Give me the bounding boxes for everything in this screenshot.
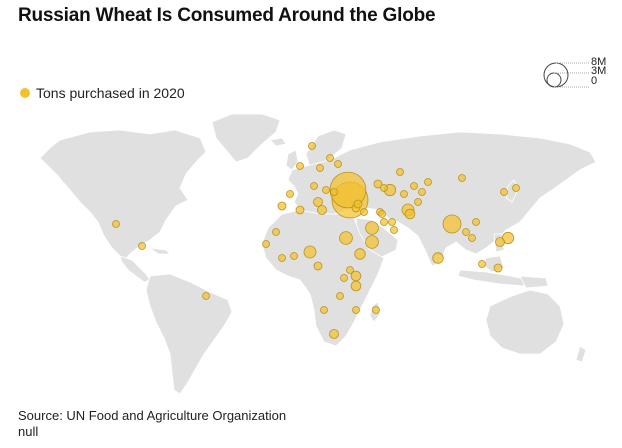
bubble-cote-divoire[interactable]	[278, 254, 286, 262]
bubble-kyrgyzstan[interactable]	[424, 178, 432, 186]
bubble-algeria[interactable]	[295, 205, 305, 215]
source-note: Source: UN Food and Agriculture Organiza…	[18, 408, 286, 440]
bubble-latvia[interactable]	[326, 154, 334, 162]
bubble-italy[interactable]	[310, 182, 318, 190]
land-masses	[39, 113, 597, 395]
bubble-sri-lanka[interactable]	[432, 252, 444, 264]
bubble-sudan[interactable]	[339, 231, 353, 245]
legend-dot	[20, 88, 30, 98]
bubble-uganda[interactable]	[346, 266, 354, 274]
bubble-turkey[interactable]	[329, 171, 367, 209]
bubble-madagascar[interactable]	[372, 306, 380, 314]
bubble-japan[interactable]	[512, 184, 520, 192]
bubble-senegal[interactable]	[262, 240, 270, 248]
bubble-norway[interactable]	[308, 142, 316, 150]
bubble-morocco[interactable]	[277, 201, 287, 211]
bubble-cameroon[interactable]	[313, 261, 323, 271]
source-text: Source: UN Food and Agriculture Organiza…	[18, 408, 287, 423]
central-america	[119, 255, 151, 283]
chart-title: Russian Wheat Is Consumed Around the Glo…	[18, 5, 436, 26]
bubble-greece[interactable]	[330, 188, 338, 196]
south-america	[145, 273, 233, 395]
bubble-libya[interactable]	[317, 205, 327, 215]
bubble-tanzania[interactable]	[350, 280, 362, 292]
bubble-bangladesh[interactable]	[442, 214, 462, 234]
bubble-nigeria[interactable]	[303, 245, 317, 259]
bubble-tunisia[interactable]	[313, 197, 323, 207]
bubble-ethiopia[interactable]	[354, 248, 366, 260]
bubble-belarus[interactable]	[334, 160, 342, 168]
bubble-afghanistan[interactable]	[414, 198, 422, 206]
bubble-thailand[interactable]	[468, 234, 476, 242]
bubble-philippines[interactable]	[495, 237, 505, 247]
size-legend-mid: 3M	[591, 65, 607, 77]
new-guinea	[519, 275, 549, 289]
bubble-tajikistan[interactable]	[418, 188, 426, 196]
bubble-zambia[interactable]	[336, 292, 344, 300]
bubble-turkmenistan[interactable]	[400, 190, 408, 198]
bubble-georgia[interactable]	[373, 179, 383, 189]
bubble-kazakhstan[interactable]	[396, 168, 404, 176]
bubble-armenia[interactable]	[380, 184, 388, 192]
world-map	[39, 113, 597, 395]
bubble-saudi-arabia[interactable]	[365, 221, 379, 235]
bubble-mauritania[interactable]	[272, 228, 280, 236]
source-null: null	[18, 424, 39, 439]
bubble-albania[interactable]	[322, 186, 330, 194]
bubble-myanmar[interactable]	[462, 228, 470, 236]
country-bubbles	[112, 142, 520, 339]
legend-label: Tons purchased in 2020	[36, 85, 185, 101]
bubble-jordan[interactable]	[360, 208, 368, 216]
north-america	[39, 129, 207, 261]
bubble-lebanon[interactable]	[353, 199, 363, 209]
bubble-mexico[interactable]	[112, 220, 120, 228]
australia	[485, 289, 565, 355]
bubble-oman[interactable]	[390, 226, 398, 234]
bubble-kuwait[interactable]	[378, 210, 386, 218]
bubble-pakistan[interactable]	[404, 208, 416, 220]
bubble-indonesia[interactable]	[493, 263, 503, 273]
bubble-spain[interactable]	[286, 190, 294, 198]
iceland	[269, 137, 287, 147]
bubble-venezuela[interactable]	[138, 242, 146, 250]
bubble-yemen[interactable]	[365, 235, 379, 249]
bubble-malaysia[interactable]	[478, 260, 486, 268]
bubble-angola[interactable]	[320, 306, 328, 314]
size-legend-max: 8M	[591, 56, 607, 68]
new-zealand	[575, 345, 587, 363]
caribbean	[148, 247, 171, 255]
bubble-netherlands[interactable]	[296, 162, 304, 170]
bubble-ghana[interactable]	[290, 252, 298, 260]
bubble-brazil[interactable]	[202, 292, 210, 300]
uk	[285, 149, 299, 171]
bubble-poland[interactable]	[316, 164, 324, 172]
size-legend: 8M 3M 0	[540, 56, 610, 88]
size-legend-zero: 0	[591, 75, 598, 87]
bubble-china[interactable]	[472, 218, 480, 226]
bubble-uzbekistan[interactable]	[410, 182, 418, 190]
bubble-uae[interactable]	[388, 218, 396, 226]
greenland	[211, 113, 281, 163]
indonesia-land	[457, 269, 531, 287]
bubble-mozambique[interactable]	[352, 306, 360, 314]
color-legend: Tons purchased in 2020	[20, 85, 185, 101]
bubble-mongolia[interactable]	[458, 174, 466, 182]
bubble-qatar[interactable]	[380, 218, 388, 226]
size-legend-circles	[543, 62, 590, 88]
bubble-south-africa[interactable]	[329, 329, 339, 339]
bubble-rwanda[interactable]	[340, 274, 348, 282]
bubble-south-korea[interactable]	[500, 188, 508, 196]
